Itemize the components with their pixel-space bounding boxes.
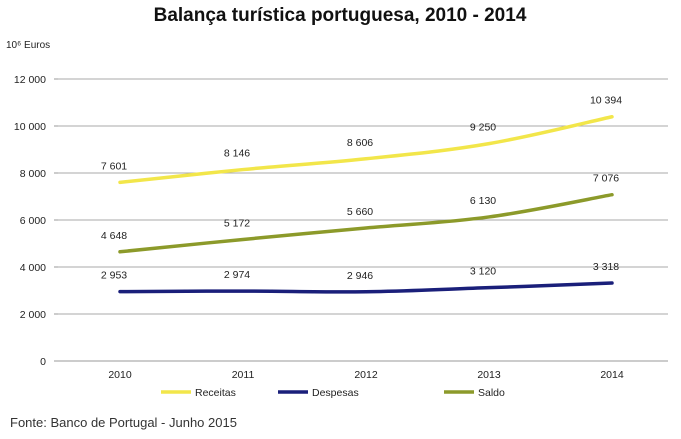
data-label-despesas: 2 946 [347, 270, 373, 282]
x-axis-ticks: 2010 2011 2012 2013 2014 [108, 369, 624, 381]
x-tick-label: 2011 [232, 369, 255, 381]
series-lines [118, 114, 614, 294]
y-tick-label: 2 000 [20, 309, 46, 321]
data-label-saldo: 5 660 [347, 206, 373, 218]
data-label-receitas: 10 394 [590, 95, 622, 107]
x-tick-label: 2013 [477, 369, 501, 381]
y-tick-label: 0 [40, 356, 46, 368]
series-line-saldo [118, 192, 614, 254]
legend-label-despesas: Despesas [312, 387, 359, 399]
series-line-despesas [118, 281, 614, 294]
data-label-saldo: 5 172 [224, 217, 250, 229]
data-label-receitas: 8 146 [224, 148, 250, 160]
y-axis-ticks: 0 2 000 4 000 6 000 8 000 10 000 12 000 [14, 74, 46, 368]
y-tick-label: 4 000 [20, 262, 46, 274]
data-label-despesas: 2 974 [224, 269, 250, 281]
y-unit-label: 10⁶ Euros [6, 40, 50, 51]
x-tick-label: 2014 [600, 369, 624, 381]
x-tick-label: 2010 [108, 369, 132, 381]
legend: Receitas Despesas Saldo [161, 387, 505, 399]
y-tick-label: 8 000 [20, 168, 46, 180]
gridlines [54, 78, 668, 362]
data-label-saldo: 4 648 [101, 230, 127, 242]
data-label-saldo: 7 076 [593, 173, 619, 185]
legend-label-receitas: Receitas [195, 387, 236, 399]
data-labels: 7 601 8 146 8 606 9 250 10 394 2 953 2 974 2 94… [101, 95, 622, 282]
y-tick-label: 6 000 [20, 215, 46, 227]
data-label-receitas: 8 606 [347, 137, 373, 149]
data-label-despesas: 2 953 [101, 270, 127, 282]
data-label-despesas: 3 120 [470, 266, 496, 278]
legend-label-saldo: Saldo [478, 387, 505, 399]
data-label-despesas: 3 318 [593, 261, 619, 273]
data-label-saldo: 6 130 [470, 195, 496, 207]
series-line-receitas [118, 114, 614, 185]
x-tick-label: 2012 [354, 369, 378, 381]
source-note: Fonte: Banco de Portugal - Junho 2015 [10, 415, 237, 430]
chart-title: Balança turística portuguesa, 2010 - 201… [154, 5, 527, 26]
y-tick-label: 10 000 [14, 121, 46, 133]
data-label-receitas: 9 250 [470, 122, 496, 134]
data-label-receitas: 7 601 [101, 160, 127, 172]
y-tick-label: 12 000 [14, 74, 46, 86]
